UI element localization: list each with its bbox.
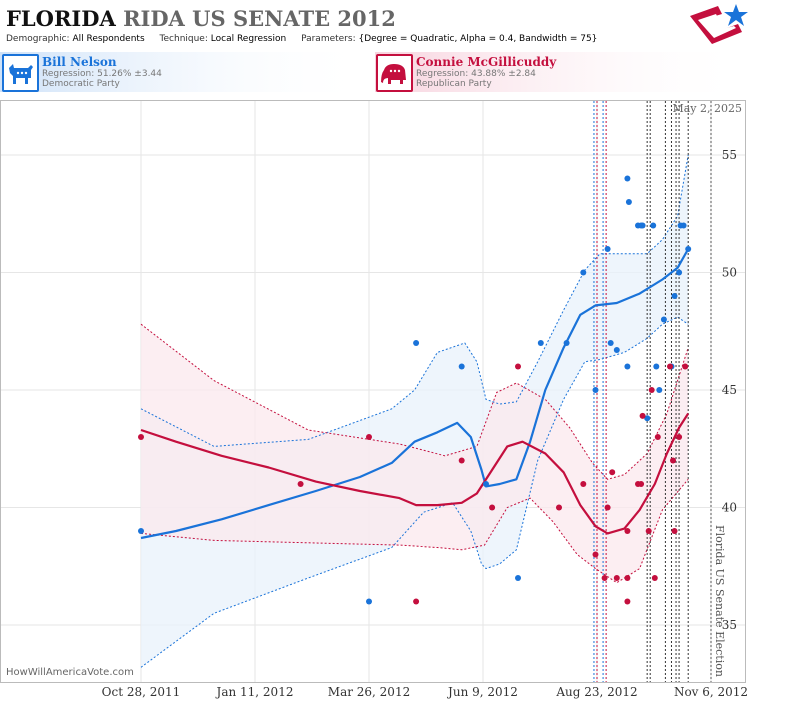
candidate-dem: Bill Nelson Regression: 51.26% ±3.44 Dem… (2, 52, 372, 92)
poll-point-rep (667, 363, 673, 370)
poll-point-rep (458, 457, 465, 464)
x-tick-label: Jun 9, 2012 (446, 685, 518, 699)
candidate-party: Republican Party (416, 79, 492, 89)
plot-area (0, 100, 746, 683)
poll-point-rep (651, 575, 658, 581)
poll-point-dem (607, 340, 614, 346)
title-race: RIDA US SENATE 2012 (123, 6, 396, 31)
poll-point-rep (624, 575, 631, 581)
poll-point-dem (366, 598, 372, 605)
y-tick-label: 50 (722, 266, 737, 280)
x-tick-label: Oct 28, 2011 (102, 685, 181, 699)
poll-point-dem (413, 340, 420, 346)
poll-point-dem (680, 222, 687, 229)
poll-point-rep (671, 528, 678, 534)
upper-bound-rep (140, 323, 689, 480)
poll-point-rep (366, 434, 372, 440)
param-label: Parameters: (301, 34, 356, 44)
candidate-name: Connie McGillicuddy (416, 55, 557, 69)
param-label: Technique: (159, 34, 208, 44)
poll-point-dem (625, 199, 632, 205)
poll-point-dem (138, 528, 144, 534)
x-tick-label: Nov 6, 2012 (674, 685, 748, 699)
poll-point-dem (604, 246, 611, 252)
candidate-legend: Bill Nelson Regression: 51.26% ±3.44 Dem… (0, 52, 750, 94)
candidate-party: Democratic Party (42, 79, 120, 89)
site-credit: HowWillAmericaVote.com (6, 667, 134, 678)
regression-line-rep (140, 412, 690, 535)
candidate-rep: Connie McGillicuddy Regression: 43.88% ±… (376, 52, 746, 92)
y-tick-label: 35 (722, 618, 737, 632)
poll-chart: 35 40 45 50 55 Oct 28, 2011 Jan 11, 2012 Mar 26… (0, 100, 748, 699)
poll-point-rep (489, 504, 496, 511)
poll-point-dem (671, 293, 678, 299)
param-value: All Respondents (72, 34, 145, 44)
poll-point-dem (515, 575, 521, 581)
y-tick-label: 45 (722, 383, 737, 397)
confidence-band-rep (141, 324, 689, 583)
poll-point-rep (676, 434, 683, 440)
poll-point-rep (413, 598, 420, 605)
candidate-regression: Regression: 51.26% ±3.44 (42, 69, 162, 79)
parameters-line: Demographic: All Respondents Technique: … (6, 34, 609, 44)
title-state: FLORIDA (6, 6, 116, 31)
poll-point-rep (601, 575, 608, 581)
param-value: Local Regression (210, 34, 287, 44)
legend-gradient (0, 52, 750, 92)
poll-point-rep (670, 457, 676, 464)
lower-bound-dem (140, 316, 689, 668)
poll-point-rep (638, 481, 645, 487)
poll-point-dem (580, 269, 587, 276)
poll-point-dem (676, 269, 683, 276)
poll-point-dem (563, 340, 570, 346)
poll-point-dem (458, 363, 465, 370)
y-tick-label: 40 (722, 501, 737, 515)
poll-point-rep (580, 481, 587, 487)
poll-point-rep (609, 469, 616, 476)
candidate-regression: Regression: 43.88% ±2.84 (416, 69, 536, 79)
poll-point-dem (653, 363, 660, 370)
param-value: {Degree = Quadratic, Alpha = 0.4, Bandwi… (358, 34, 598, 44)
poll-point-rep (648, 387, 655, 393)
page-title: FLORIDA RIDA US SENATE 2012 (6, 6, 396, 31)
poll-point-dem (624, 363, 631, 370)
poll-point-dem (656, 387, 663, 393)
poll-point-rep (138, 434, 144, 440)
poll-point-dem (537, 340, 544, 346)
poll-point-dem (624, 175, 631, 182)
poll-point-dem (650, 222, 657, 229)
poll-point-dem (592, 387, 599, 393)
donkey-icon (2, 54, 39, 92)
poll-point-rep (624, 598, 631, 605)
param-label: Demographic: (6, 34, 70, 44)
x-tick-label: Jan 11, 2012 (215, 685, 294, 699)
poll-point-rep (556, 504, 562, 511)
upper-bound-dem (140, 154, 689, 447)
poll-point-rep (297, 481, 304, 487)
current-date-label: May 2, 2025 (672, 102, 742, 115)
poll-point-rep (515, 363, 521, 370)
elephant-icon (376, 54, 413, 92)
poll-point-rep (592, 551, 599, 558)
poll-point-dem (639, 222, 646, 229)
x-tick-label: Aug 23, 2012 (555, 685, 637, 699)
poll-point-rep (682, 363, 689, 370)
poll-point-rep (624, 528, 631, 534)
poll-point-rep (639, 412, 646, 419)
site-logo-icon (690, 4, 748, 44)
poll-point-dem (644, 415, 651, 422)
y-tick-label: 55 (722, 148, 737, 162)
poll-point-dem (483, 481, 489, 487)
poll-point-rep (613, 575, 620, 581)
poll-point-dem (613, 347, 620, 353)
poll-point-rep (654, 434, 661, 440)
poll-point-rep (645, 528, 652, 534)
poll-point-rep (604, 504, 611, 511)
poll-point-dem (685, 246, 692, 252)
candidate-name: Bill Nelson (42, 55, 117, 69)
election-label: Florida US Senate Election (713, 525, 726, 677)
chart-header: FLORIDA RIDA US SENATE 2012 Demographic:… (0, 0, 789, 50)
x-tick-label: Mar 26, 2012 (328, 685, 410, 699)
poll-point-dem (660, 316, 667, 323)
